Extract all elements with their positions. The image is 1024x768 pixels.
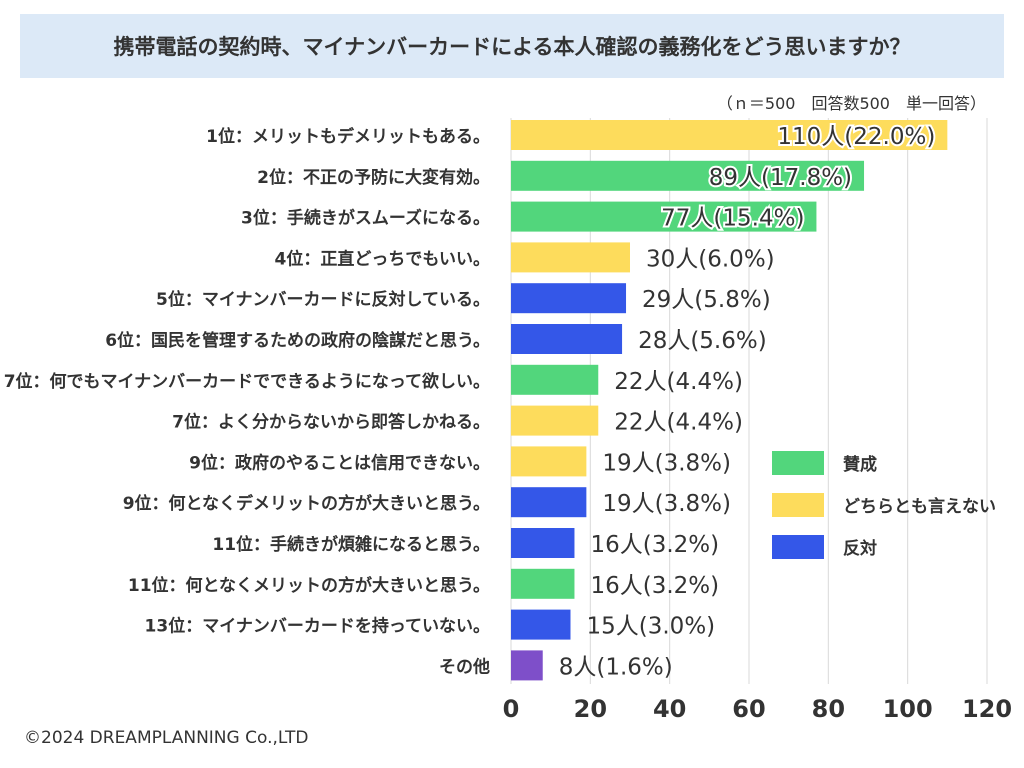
- x-tick-label: 60: [732, 695, 765, 723]
- data-label: 22人(4.4%): [614, 369, 743, 395]
- title-band: 携帯電話の契約時、マイナンバーカードによる本人確認の義務化をどう思いますか？: [20, 14, 1004, 78]
- data-label: 22人(4.4%): [614, 410, 743, 436]
- bar: [511, 568, 575, 599]
- data-label: 16人(3.2%): [590, 573, 719, 599]
- data-label: 77人(15.4%): [661, 206, 804, 232]
- legend-label: 賛成: [843, 454, 877, 475]
- category-label: 4位：正直どっちでもいい。: [275, 248, 491, 269]
- category-label: その他: [439, 656, 490, 677]
- category-label: 7位：よく分からないから即答しかねる。: [172, 412, 490, 433]
- x-tick-label: 120: [962, 695, 1012, 723]
- bar: [511, 364, 599, 395]
- bar: [511, 650, 543, 681]
- data-label: 110人(22.0%): [777, 124, 935, 150]
- category-label: 7位：何でもマイナンバーカードでできるようになって欲しい。: [4, 371, 490, 392]
- category-label: 2位：不正の予防に大変有効。: [257, 167, 490, 188]
- legend-label: どちらとも言えない: [843, 496, 996, 517]
- x-tick-label: 20: [574, 695, 607, 723]
- category-label: 11位：何となくメリットの方が大きいと思う。: [128, 575, 490, 596]
- data-label: 28人(5.6%): [638, 328, 767, 354]
- bar: [511, 324, 623, 354]
- data-label: 30人(6.0%): [646, 246, 775, 272]
- category-label: 9位：何となくデメリットの方が大きいと思う。: [123, 493, 490, 514]
- category-label: 6位：国民を管理するための政府の陰謀だと思う。: [105, 330, 490, 351]
- x-tick-label: 100: [883, 695, 933, 723]
- bar: [511, 283, 627, 314]
- legend-label: 反対: [843, 538, 877, 559]
- legend-swatch: [772, 535, 824, 559]
- data-label: 89人(17.8%): [709, 165, 852, 191]
- bar: [511, 487, 587, 518]
- x-tick-label: 0: [503, 695, 520, 723]
- data-label: 19人(3.8%): [602, 491, 731, 517]
- bar: [511, 446, 587, 477]
- bar: [511, 201, 817, 232]
- data-label: 16人(3.2%): [590, 532, 719, 558]
- legend-swatch: [772, 493, 824, 517]
- category-label: 9位：政府のやることは信用できない。: [189, 452, 490, 473]
- data-label: 19人(3.8%): [602, 450, 731, 476]
- legend-swatch: [772, 451, 824, 475]
- data-label: 29人(5.8%): [642, 287, 771, 313]
- bar: [511, 405, 599, 436]
- copyright: ©2024 DREAMPLANNING Co.,LTD: [24, 728, 309, 748]
- chart-title: 携帯電話の契約時、マイナンバーカードによる本人確認の義務化をどう思いますか？: [113, 35, 911, 59]
- data-label: 15人(3.0%): [587, 614, 716, 640]
- category-label: 11位：手続きが煩雑になると思う。: [212, 534, 490, 555]
- category-label: 5位：マイナンバーカードに反対している。: [156, 289, 490, 310]
- bar: [511, 242, 630, 273]
- category-label: 3位：手続きがスムーズになる。: [241, 208, 490, 229]
- sample-note: （ｎ＝500 回答数500 単一回答）: [716, 94, 986, 113]
- x-tick-label: 40: [653, 695, 686, 723]
- data-label: 8人(1.6%): [559, 654, 673, 680]
- x-tick-label: 80: [812, 695, 845, 723]
- category-label: 1位：メリットもデメリットもある。: [206, 126, 490, 147]
- bar: [511, 609, 571, 640]
- category-label: 13位：マイナンバーカードを持っていない。: [145, 616, 490, 637]
- bar: [511, 160, 865, 191]
- bar: [511, 120, 948, 150]
- bar: [511, 528, 575, 558]
